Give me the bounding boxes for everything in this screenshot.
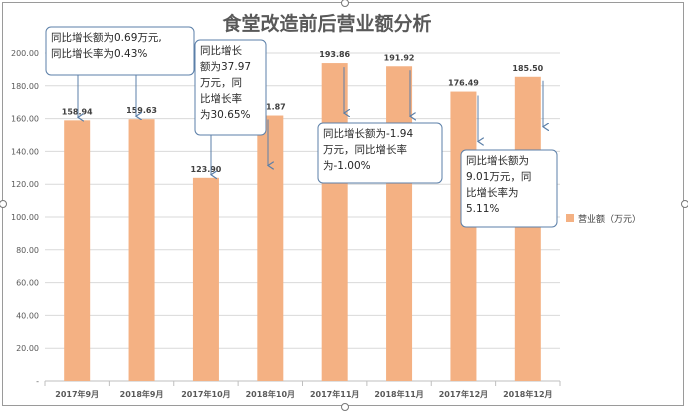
x-tick-label: 2018年11月 xyxy=(374,389,423,399)
callout-text: 9.01万元，同 xyxy=(466,171,531,183)
callout-box xyxy=(460,149,558,228)
legend-label: 营业额（万元） xyxy=(578,213,641,225)
y-tick-label: 140.00 xyxy=(11,147,39,156)
legend: 营业额（万元） xyxy=(566,213,641,225)
callout-box xyxy=(45,26,195,76)
callout-text: 比增长率 xyxy=(200,92,242,105)
bar xyxy=(514,76,541,381)
bar xyxy=(128,119,155,382)
data-label: 159.63 xyxy=(126,106,157,115)
callout-text: 比增长率为 xyxy=(466,186,519,199)
x-tick-label: 2017年12月 xyxy=(439,389,488,399)
bar xyxy=(386,66,413,382)
x-tick-label: 2018年9月 xyxy=(120,389,164,399)
y-tick-label: 60.00 xyxy=(16,279,39,288)
callout-box xyxy=(194,39,267,136)
data-label: 161.87 xyxy=(255,103,286,112)
data-label: 123.90 xyxy=(191,165,222,174)
chart-title: 食堂改造前后营业额分析 xyxy=(222,12,431,35)
resize-handle-left[interactable] xyxy=(0,200,7,208)
y-tick-label: 160.00 xyxy=(11,115,39,124)
callout-annotation: 同比增长额为0.69万元,同比增长率为0.43%9月 xyxy=(45,26,195,117)
callout-text: 同比增长额为0.69万元, xyxy=(51,31,162,44)
x-tick-label: 2017年10月 xyxy=(181,389,230,399)
callout-text: 额为37.97 xyxy=(200,60,251,73)
x-tick-label: 2017年9月 xyxy=(55,389,99,399)
data-label: 158.94 xyxy=(62,107,93,116)
bar xyxy=(64,120,91,381)
resize-handle-top[interactable] xyxy=(341,0,349,7)
data-label: 185.50 xyxy=(512,64,543,73)
resize-handle-right[interactable] xyxy=(681,200,688,208)
y-tick-label: 180.00 xyxy=(11,82,39,91)
y-tick-label: 20.00 xyxy=(16,344,39,353)
callout-text: 同比增长额为 xyxy=(466,154,529,167)
callout-text: 万元，同比增长率 xyxy=(323,143,407,156)
callout-text: 5.11% xyxy=(466,203,499,215)
bar xyxy=(450,91,477,381)
callout-text: 同比增长率为0.43% xyxy=(51,47,147,60)
x-tick-label: 2018年10月 xyxy=(246,389,295,399)
data-label: 191.92 xyxy=(384,53,415,62)
y-tick-label: 200.00 xyxy=(11,49,39,58)
callout-text: 万元，同 xyxy=(200,77,242,89)
y-tick-label: - xyxy=(36,377,39,386)
callout-text: 同比增长额为-1.94 xyxy=(323,127,413,140)
y-tick-label: 40.00 xyxy=(16,311,39,320)
callout-text: 为30.65% xyxy=(200,109,251,121)
y-tick-label: 100.00 xyxy=(11,213,39,222)
bar xyxy=(257,115,284,381)
x-tick-label: 2017年11月 xyxy=(310,389,359,399)
x-tick-label: 2018年12月 xyxy=(503,389,552,399)
callout-text: 同比增长 xyxy=(200,44,242,57)
legend-swatch xyxy=(566,214,574,222)
data-label: 193.86 xyxy=(319,50,350,59)
callout-box xyxy=(317,122,443,184)
bar xyxy=(192,177,219,381)
y-tick-label: 80.00 xyxy=(16,246,39,255)
data-label: 176.49 xyxy=(448,79,479,88)
callout-text: 为-1.00% xyxy=(323,160,371,172)
y-tick-label: 120.00 xyxy=(11,180,39,189)
